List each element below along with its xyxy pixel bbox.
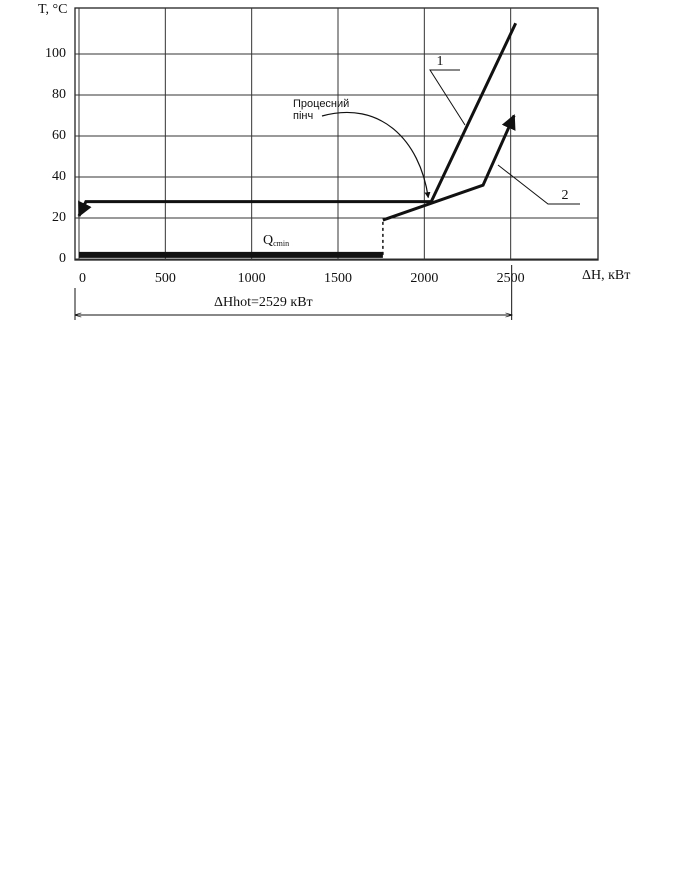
- plot-frame: [74, 7, 599, 261]
- dimension-label: ΔHhot=2529 кВт: [214, 295, 313, 310]
- pinch-label: пінч: [293, 110, 313, 122]
- pinch-label: Процесний: [293, 98, 349, 110]
- composite-curve: [382, 114, 516, 222]
- y-tick-label: 100: [45, 46, 66, 61]
- qcmin-label: Qcmin: [263, 233, 289, 248]
- leader-line: [497, 164, 580, 205]
- x-tick-label: 500: [155, 271, 176, 286]
- qcmin-label-main: Q: [263, 233, 273, 248]
- y-tick-label: 80: [52, 87, 66, 102]
- pinch-arrow: [321, 111, 431, 199]
- x-tick-label: 1500: [324, 271, 352, 286]
- series-label: 2: [562, 188, 569, 203]
- series-label: 1: [437, 54, 444, 69]
- x-tick-label: 2500: [497, 271, 525, 286]
- qcmin-label-sub: cmin: [273, 239, 289, 248]
- leader-line: [429, 69, 466, 126]
- y-tick-label: 0: [59, 251, 66, 266]
- composite-curve: [77, 22, 518, 218]
- y-tick-label: 40: [52, 169, 66, 184]
- x-tick-label: 2000: [410, 271, 438, 286]
- y-tick-label: 60: [52, 128, 66, 143]
- x-axis-label: ΔH, кВт: [582, 268, 630, 283]
- x-tick-label: 1000: [238, 271, 266, 286]
- y-tick-label: 20: [52, 210, 66, 225]
- x-tick-label: 0: [79, 271, 86, 286]
- y-axis-label: T, °C: [38, 2, 67, 17]
